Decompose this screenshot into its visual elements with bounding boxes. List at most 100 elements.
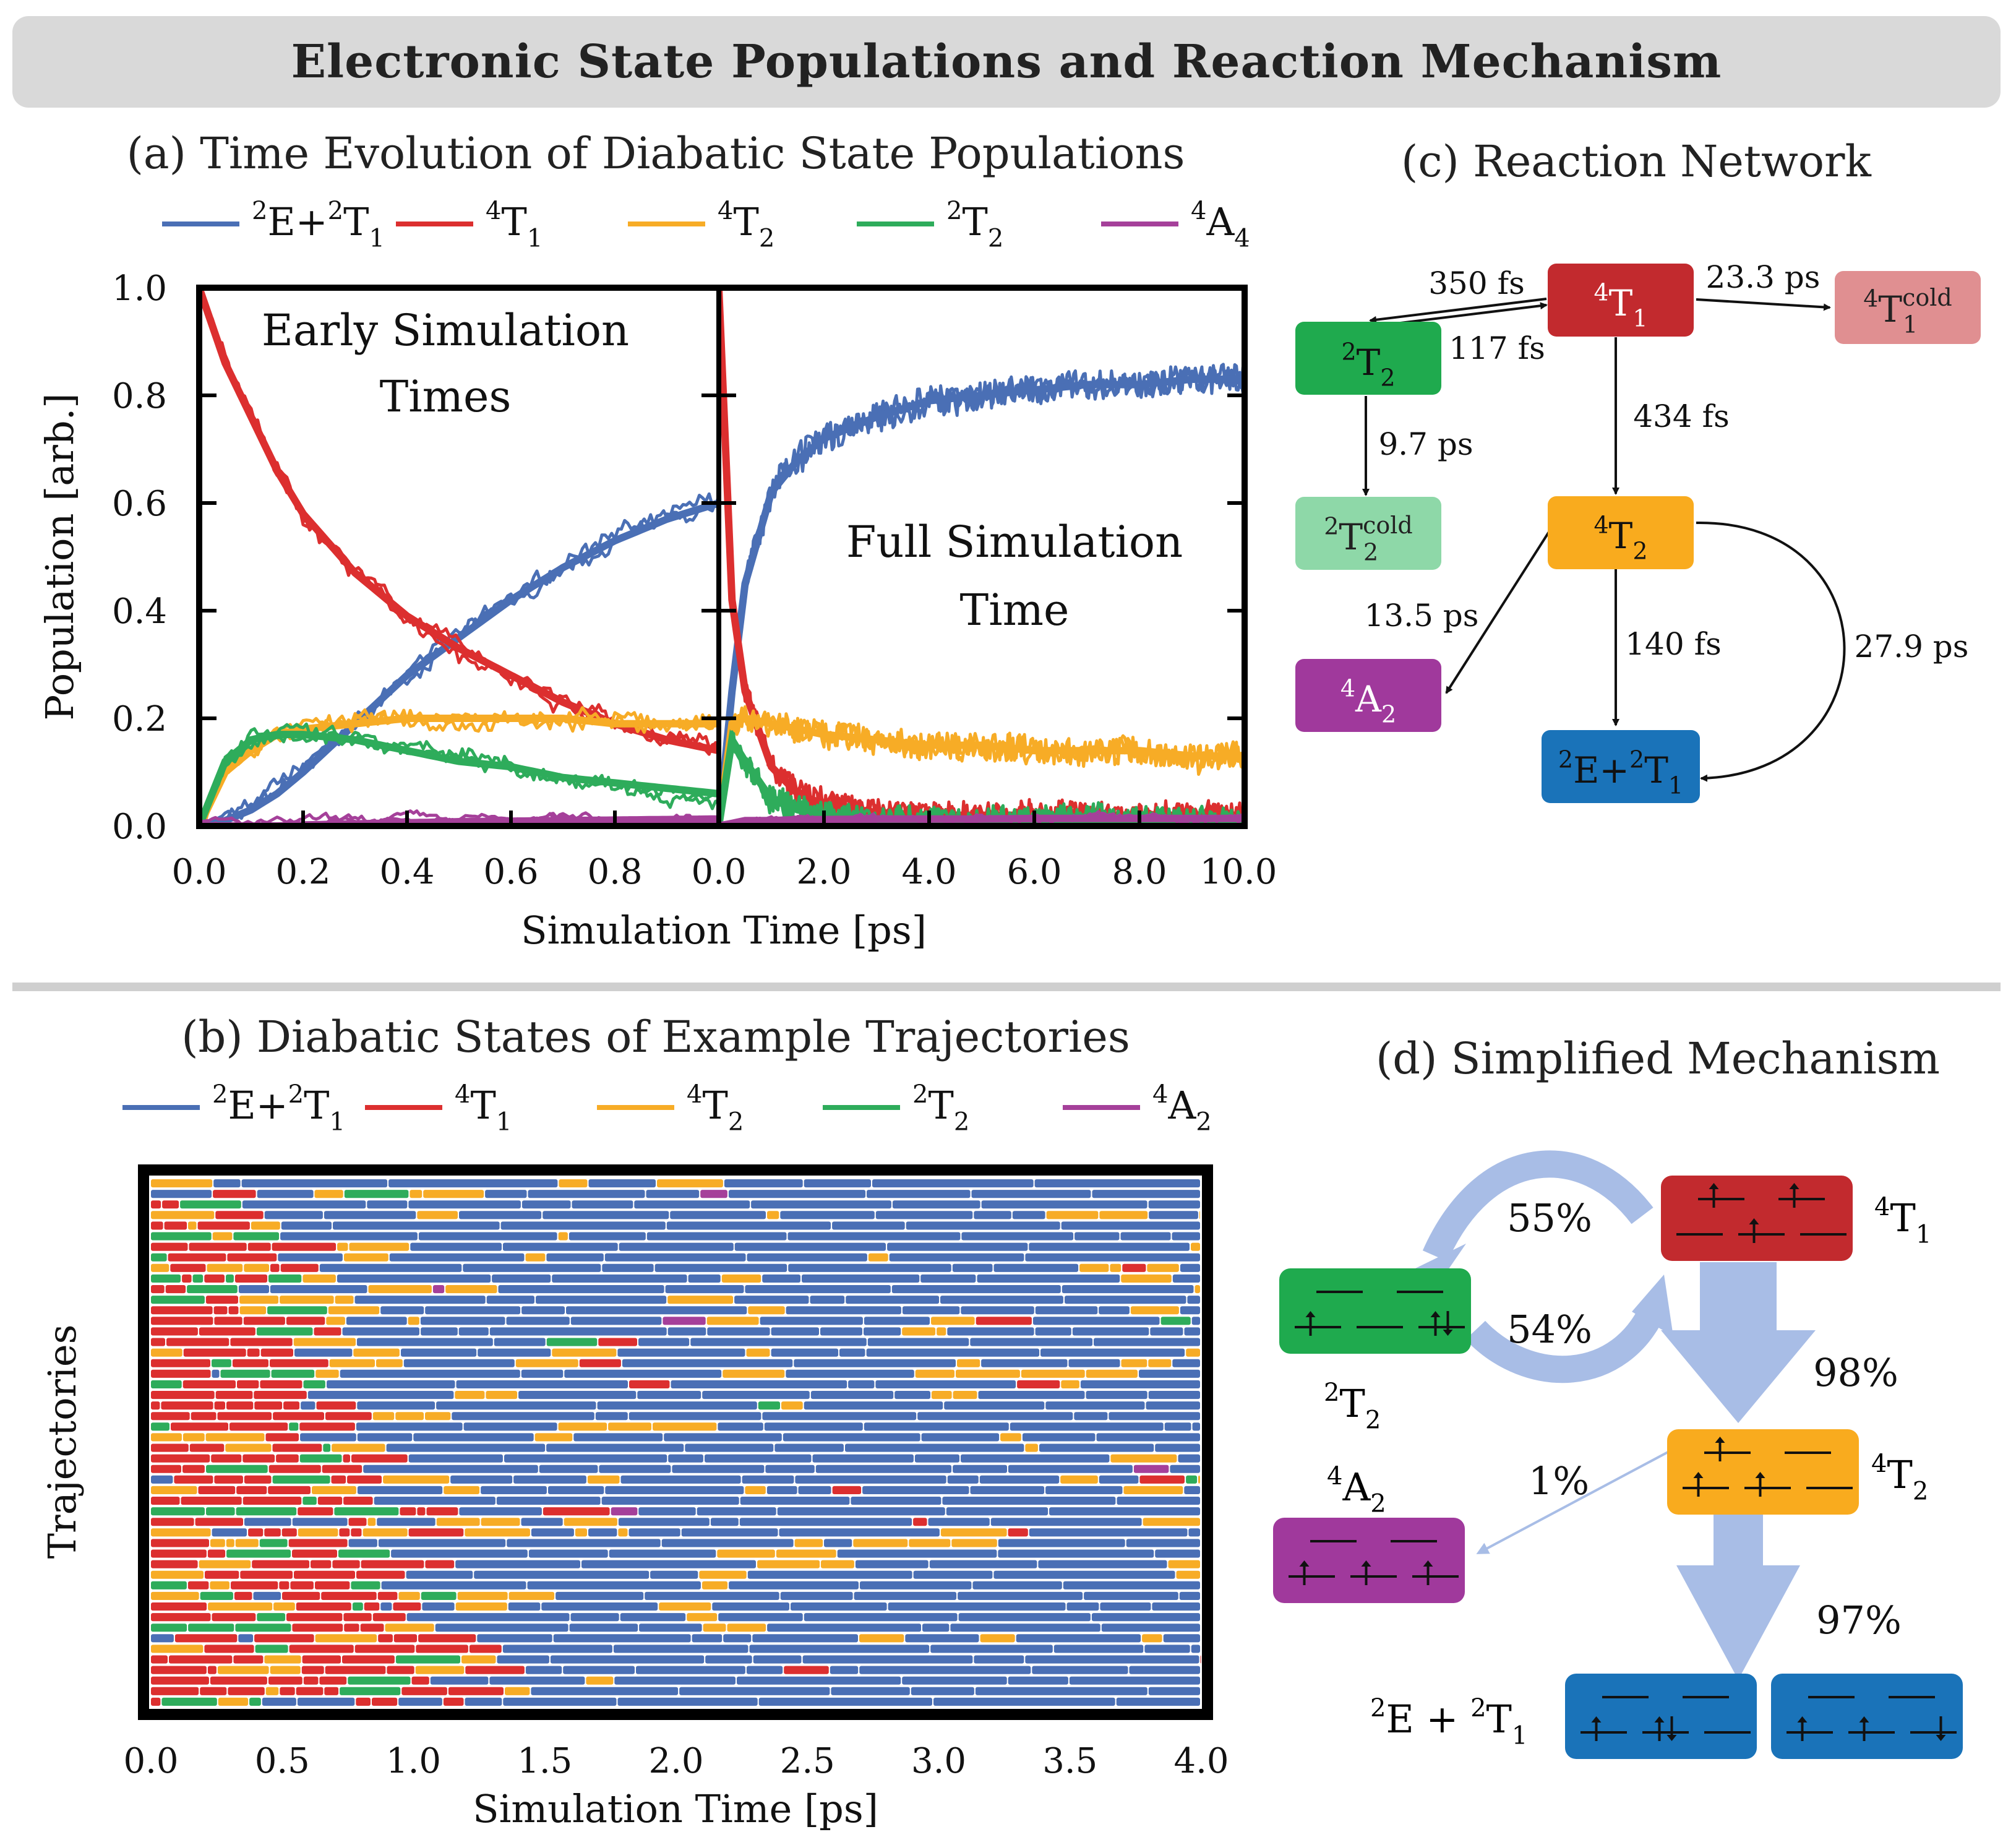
traj-segment xyxy=(380,1306,424,1315)
traj-segment xyxy=(636,1666,745,1674)
traj-segment xyxy=(550,1655,705,1664)
traj-segment xyxy=(1062,1285,1194,1294)
traj-segment xyxy=(315,1634,377,1643)
traj-segment xyxy=(956,1369,1020,1378)
traj-segment xyxy=(845,1443,1024,1452)
traj-segment xyxy=(363,1464,538,1473)
traj-segment xyxy=(254,1634,314,1643)
traj-segment xyxy=(766,1486,797,1494)
traj-segment xyxy=(1061,1221,1200,1230)
traj-segment xyxy=(608,1422,651,1431)
traj-segment xyxy=(165,1285,186,1294)
traj-segment xyxy=(831,1687,910,1695)
traj-segment xyxy=(207,1549,226,1558)
traj-segment xyxy=(888,1602,1066,1611)
raw-4T1-1 xyxy=(199,288,719,751)
traj-segment xyxy=(618,1518,710,1526)
traj-segment xyxy=(380,1602,392,1611)
raw-2T2-0 xyxy=(199,727,719,826)
traj-segment xyxy=(213,1179,241,1188)
traj-segment xyxy=(528,1549,608,1558)
traj-segment xyxy=(718,1613,803,1622)
traj-segment xyxy=(605,1486,744,1494)
traj-segment xyxy=(947,1475,979,1484)
traj-segment xyxy=(343,1497,373,1505)
traj-segment xyxy=(353,1348,400,1357)
figure-title: Electronic State Populations and Reactio… xyxy=(291,35,1722,88)
traj-segment xyxy=(566,1306,747,1315)
traj-segment xyxy=(866,1348,1040,1357)
traj-segment xyxy=(270,1666,301,1674)
traj-segment xyxy=(1008,1528,1028,1537)
traj-segment xyxy=(862,1486,969,1494)
traj-segment xyxy=(237,1380,259,1388)
traj-segment xyxy=(385,1624,434,1632)
traj-segment xyxy=(559,1179,588,1188)
traj-segment xyxy=(760,1317,863,1325)
ytick-3: 0.6 xyxy=(112,484,167,524)
traj-segment xyxy=(151,1570,204,1579)
traj-segment xyxy=(251,1221,280,1230)
traj-segment xyxy=(452,1412,594,1421)
traj-segment xyxy=(207,1666,217,1674)
traj-segment xyxy=(280,1263,319,1272)
xtick-right-4: 10.0 xyxy=(1200,852,1277,892)
traj-segment xyxy=(747,1570,912,1579)
traj-segment xyxy=(260,1380,302,1388)
traj-segment xyxy=(859,1581,972,1589)
traj-segment xyxy=(1184,1327,1200,1336)
traj-segment xyxy=(416,1645,468,1653)
panel-d-title: (d) Simplified Mechanism xyxy=(1376,1033,1940,1084)
traj-segment xyxy=(572,1200,633,1209)
traj-segment xyxy=(301,1666,324,1674)
traj-segment xyxy=(322,1464,362,1473)
node-4t2: 4T2 xyxy=(1548,496,1694,569)
xtick-left-5: 0.0 xyxy=(691,852,746,892)
traj-segment xyxy=(264,1211,323,1219)
svg-text:2T2: 2T2 xyxy=(1341,338,1395,392)
arrow-t2o-to-a2-light xyxy=(1476,1450,1671,1554)
traj-segment xyxy=(151,1338,165,1346)
traj-segment xyxy=(1069,1676,1200,1685)
traj-segment xyxy=(957,1359,980,1367)
traj-segment xyxy=(546,1443,684,1452)
traj-segment xyxy=(521,1369,564,1378)
traj-segment xyxy=(151,1263,169,1272)
traj-segment xyxy=(151,1359,210,1367)
traj-segment xyxy=(998,1549,1154,1558)
traj-segment xyxy=(902,1306,960,1315)
traj-segment xyxy=(1148,1200,1200,1209)
label-4t2: 4T2 xyxy=(1871,1450,1928,1506)
traj-segment xyxy=(1032,1666,1128,1674)
traj-segment xyxy=(702,1581,728,1589)
traj-segment xyxy=(700,1190,727,1198)
traj-segment xyxy=(401,1348,477,1357)
traj-segment xyxy=(210,1581,229,1589)
traj-segment xyxy=(286,1613,343,1622)
arrow-t2o-to-a2 xyxy=(1445,530,1551,694)
traj-segment xyxy=(210,1539,225,1547)
traj-segment xyxy=(875,1211,973,1219)
traj-segment xyxy=(728,1190,866,1198)
traj-segment xyxy=(534,1433,573,1442)
traj-segment xyxy=(1130,1306,1179,1315)
traj-segment xyxy=(164,1221,187,1230)
traj-segment xyxy=(765,1464,815,1473)
traj-segment xyxy=(314,1190,343,1198)
traj-segment xyxy=(1110,1263,1122,1272)
traj-segment xyxy=(448,1687,504,1695)
raw-2E+2T1-1 xyxy=(199,500,719,826)
traj-segment xyxy=(679,1687,830,1695)
traj-segment xyxy=(804,1613,958,1622)
traj-segment xyxy=(343,1454,350,1463)
traj-segment xyxy=(645,1591,779,1600)
traj-segment xyxy=(151,1634,174,1643)
traj-segment xyxy=(993,1570,1175,1579)
traj-segment xyxy=(293,1338,356,1346)
arrow-t2-to-t1-light xyxy=(1465,1299,1668,1383)
traj-segment xyxy=(502,1645,612,1653)
xtick-b-7: 3.5 xyxy=(1042,1741,1097,1781)
traj-segment xyxy=(372,1613,406,1622)
traj-segment xyxy=(360,1624,384,1632)
traj-segment xyxy=(357,1486,443,1494)
